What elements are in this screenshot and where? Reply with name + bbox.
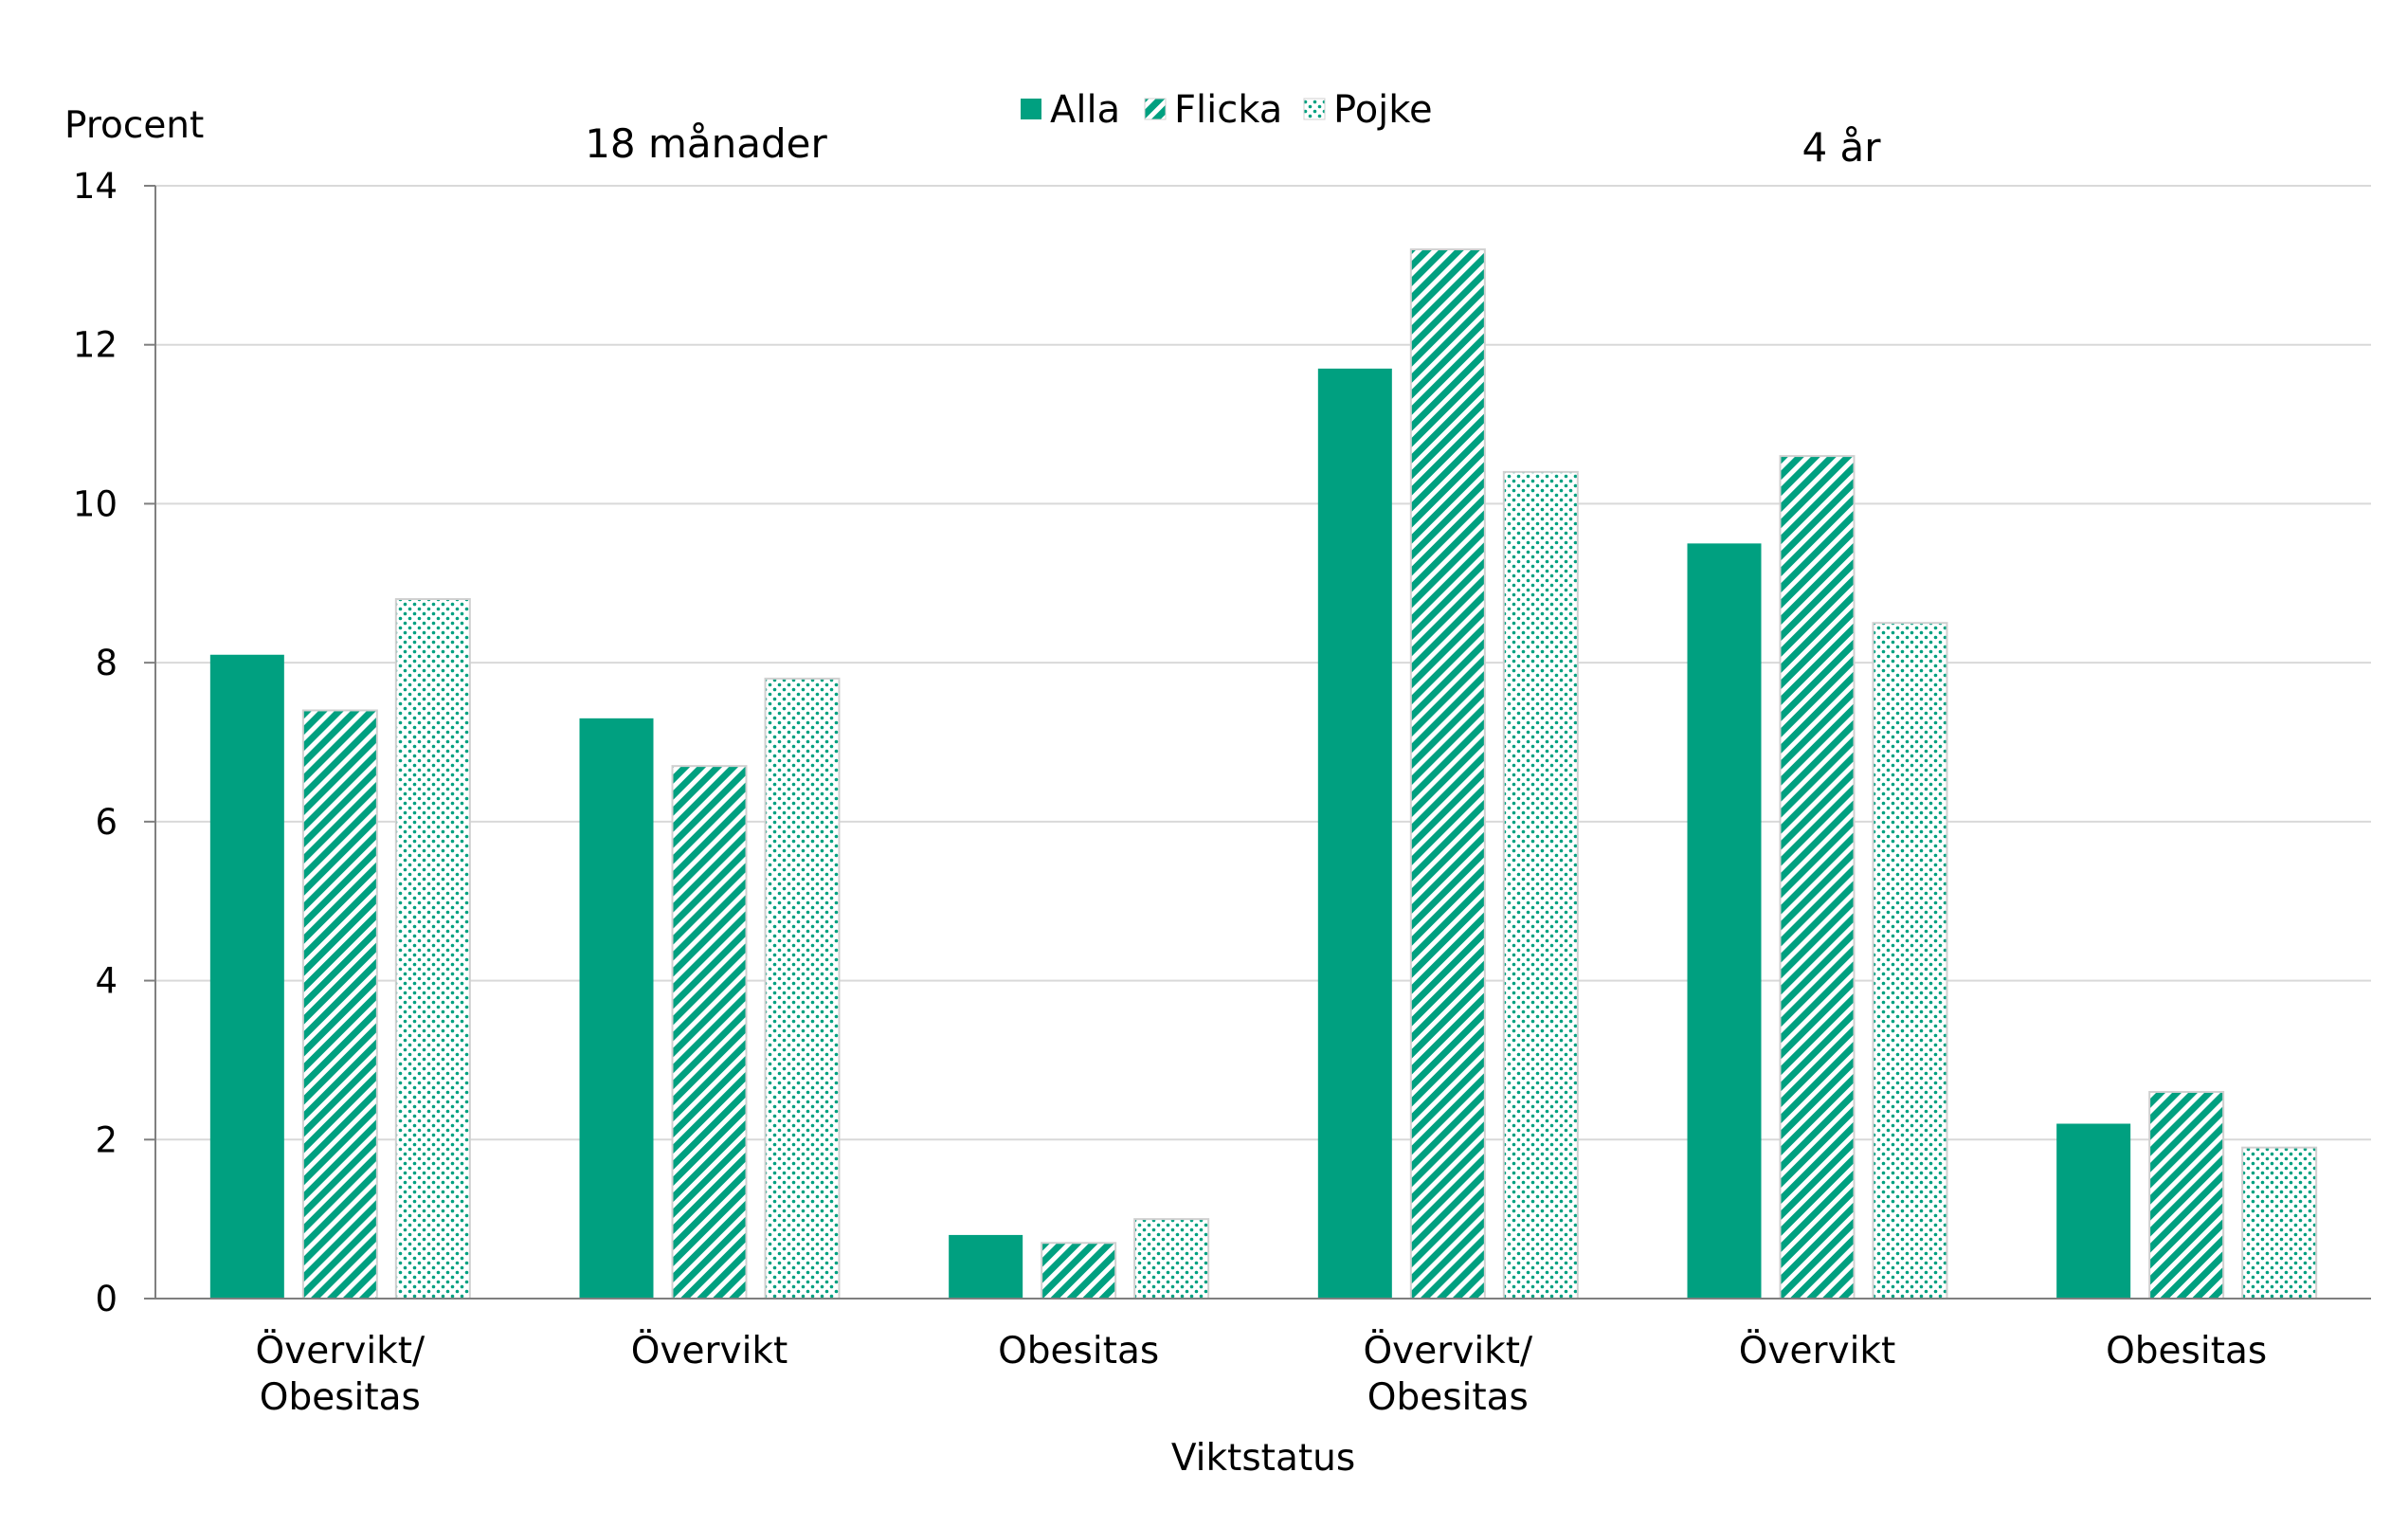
gridlines xyxy=(155,185,2371,1141)
category-label-line2: Obesitas xyxy=(1367,1376,1529,1419)
bar-flicka-0 xyxy=(301,709,378,1300)
bar-alla-5 xyxy=(2056,1123,2131,1299)
legend-swatch-pojke xyxy=(1303,98,1326,120)
bars xyxy=(209,248,2318,1300)
bar-flicka-2 xyxy=(1041,1242,1117,1300)
legend: Alla Flicka Pojke xyxy=(1021,88,1433,132)
bar-flicka-4 xyxy=(1779,455,1856,1300)
legend-swatch-flicka xyxy=(1144,98,1167,120)
category-label: Övervikt xyxy=(631,1329,788,1372)
y-tick-label: 4 xyxy=(95,961,118,1002)
legend-swatch-alla xyxy=(1021,99,1041,119)
bar-alla-2 xyxy=(949,1234,1023,1299)
y-tick-label: 14 xyxy=(73,166,118,207)
bar-flicka-1 xyxy=(671,765,748,1300)
group-label-18-manader: 18 månader xyxy=(585,120,827,167)
y-tick-label: 8 xyxy=(95,643,118,683)
bar-alla-4 xyxy=(1687,543,1762,1299)
bar-alla-0 xyxy=(209,654,284,1299)
category-label: Övervikt/ xyxy=(255,1329,425,1372)
y-tick-label: 12 xyxy=(73,325,118,366)
bar-pojke-1 xyxy=(764,677,841,1300)
category-label: Obesitas xyxy=(998,1330,1159,1372)
y-tick-label: 10 xyxy=(73,483,118,524)
bar-alla-3 xyxy=(1317,368,1392,1299)
legend-label-pojke: Pojke xyxy=(1333,88,1433,132)
bar-pojke-4 xyxy=(1872,622,1948,1300)
legend-label-flicka: Flicka xyxy=(1174,88,1282,132)
x-axis-title: Viktstatus xyxy=(1171,1437,1355,1480)
category-label: Övervikt/ xyxy=(1363,1329,1533,1372)
bar-alla-1 xyxy=(579,718,654,1299)
legend-label-alla: Alla xyxy=(1050,88,1120,132)
y-tick-label: 6 xyxy=(95,802,118,843)
bar-flicka-5 xyxy=(2148,1090,2225,1300)
y-tick-label: 2 xyxy=(95,1119,118,1160)
bar-pojke-2 xyxy=(1133,1218,1210,1300)
y-axis-title: Procent xyxy=(64,104,204,147)
category-label: Obesitas xyxy=(2106,1330,2267,1372)
y-tick-labels: 0 2 4 6 8 10 12 14 xyxy=(73,166,155,1319)
group-label-4-ar: 4 år xyxy=(1801,124,1881,171)
bar-pojke-3 xyxy=(1502,470,1579,1300)
category-label-line2: Obesitas xyxy=(260,1376,421,1419)
bar-flicka-3 xyxy=(1409,248,1486,1300)
bar-pojke-0 xyxy=(394,598,471,1300)
y-tick-label: 0 xyxy=(95,1279,118,1319)
category-label: Övervikt xyxy=(1739,1329,1896,1372)
bar-pojke-5 xyxy=(2241,1146,2318,1300)
